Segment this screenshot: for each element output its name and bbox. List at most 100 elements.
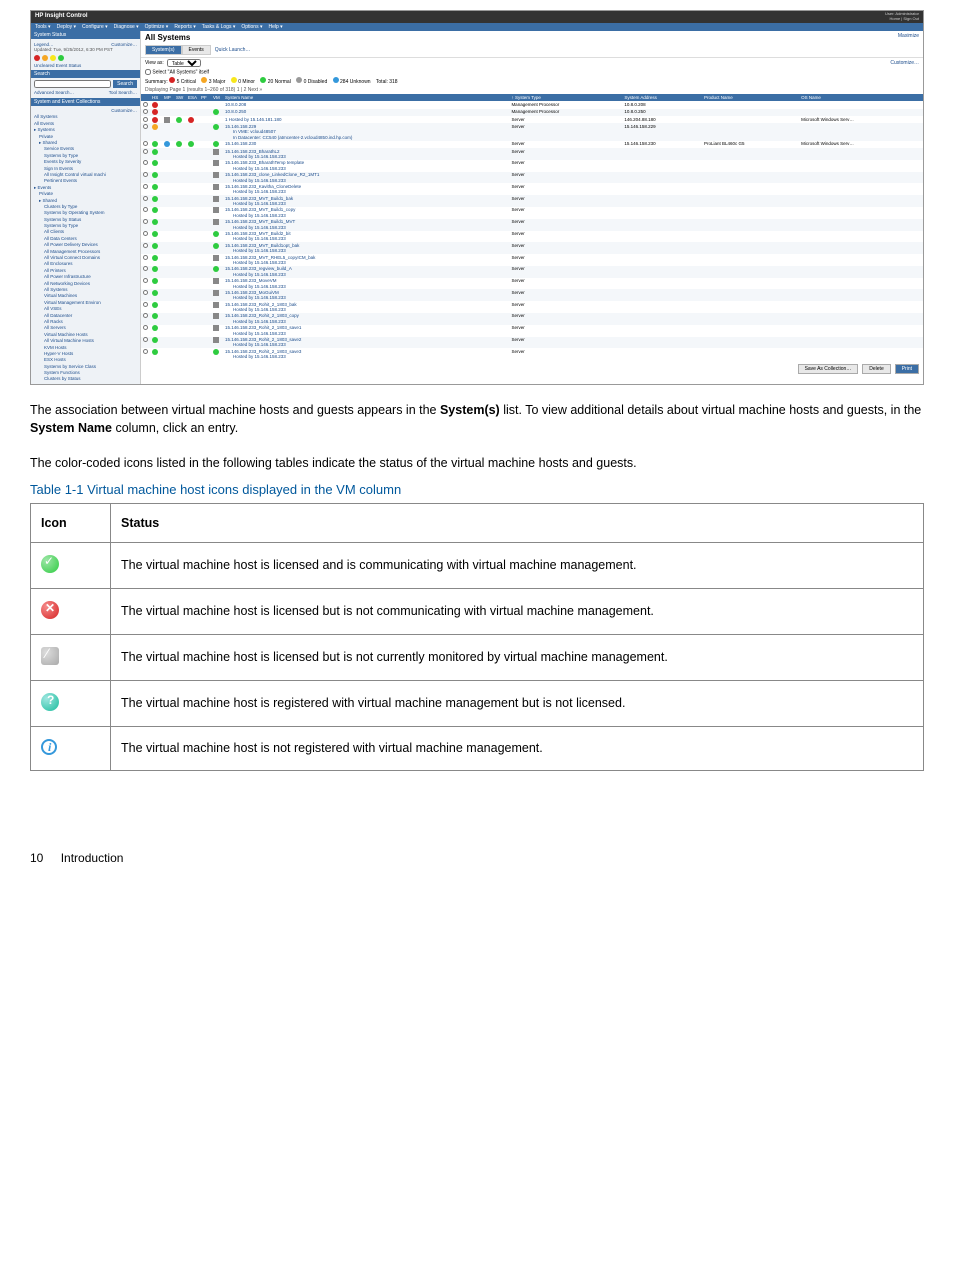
home-signout[interactable]: Home | Sign Out <box>890 16 920 21</box>
system-name-link[interactable]: 15.146.158.230 <box>225 141 256 146</box>
table-row[interactable]: 15.146.158.233_MVT_Build2_bitHosted by 1… <box>141 231 923 243</box>
print-button[interactable]: Print <box>895 364 919 374</box>
system-name-link[interactable]: 15.146.158.233_clone_LinkedClone_R2_1MT1 <box>225 172 319 177</box>
table-header[interactable]: HS <box>150 94 162 101</box>
row-checkbox[interactable] <box>143 160 148 165</box>
row-checkbox[interactable] <box>143 117 148 122</box>
table-row[interactable]: 15.146.158.233_Rohit_2_1803_save1Hosted … <box>141 325 923 337</box>
hosted-by[interactable]: Hosted by 15.146.158.233 <box>225 201 507 206</box>
system-name-link[interactable]: 10.8.0.250 <box>225 109 246 114</box>
row-checkbox[interactable] <box>143 102 148 107</box>
hosted-by[interactable]: Hosted by 15.146.158.233 <box>225 260 507 265</box>
hosted-by[interactable]: Hosted by 15.146.158.233 <box>225 319 507 324</box>
table-row[interactable]: 15.146.158.233_regview_build_AHosted by … <box>141 266 923 278</box>
menu-item[interactable]: Deploy ▾ <box>57 24 76 30</box>
menu-item[interactable]: Options ▾ <box>241 24 262 30</box>
table-row[interactable]: 15.146.158.233_Rohit_2_1803_save2Hosted … <box>141 337 923 349</box>
system-name-link[interactable]: 15.146.158.233_Rohit_2_1803_save3 <box>225 349 301 354</box>
select-all-checkbox[interactable] <box>145 69 151 75</box>
table-row[interactable]: 15.146.158.229In VME: vcloud48507In Data… <box>141 123 923 140</box>
system-name-link[interactable]: 15.146.158.233_Rohit_2_1803_bak <box>225 302 297 307</box>
paging-row[interactable]: Displaying Page 1 (results 1–260 of 318)… <box>141 86 923 94</box>
row-checkbox[interactable] <box>143 149 148 154</box>
row-checkbox[interactable] <box>143 184 148 189</box>
system-name-link[interactable]: 15.146.158.233_MVT_Build2_bit <box>225 231 291 236</box>
system-name-link[interactable]: 15.146.158.233_Rohit_2_1803_save1 <box>225 325 301 330</box>
hosted-by[interactable]: Hosted by 15.146.158.233 <box>225 295 507 300</box>
in-datacenter[interactable]: In Datacenter: CC540 (atmcenter-2.vcloud… <box>225 135 507 140</box>
system-name-link[interactable]: 15.146.158.233_Rohit_2_1803_save2 <box>225 337 301 342</box>
table-row[interactable]: 1 Hosted by 15.146.181.180Server146.204.… <box>141 116 923 123</box>
menu-item[interactable]: Tasks & Logs ▾ <box>202 24 236 30</box>
row-checkbox[interactable] <box>143 290 148 295</box>
hosted-by[interactable]: Hosted by 15.146.158.233 <box>225 248 507 253</box>
row-checkbox[interactable] <box>143 278 148 283</box>
system-name-link[interactable]: 15.146.158.233_Kavitha_CloneDelete <box>225 184 301 189</box>
system-name-link[interactable]: 1 Hosted by 15.146.181.180 <box>225 117 282 122</box>
table-header[interactable]: MP <box>162 94 174 101</box>
table-row[interactable]: 15.146.158.233_MVT_Build1_copyHosted by … <box>141 207 923 219</box>
adv-search-link[interactable]: Advanced Search… <box>34 89 74 95</box>
hosted-by[interactable]: Hosted by 15.146.158.233 <box>225 213 507 218</box>
hosted-by[interactable]: Hosted by 15.146.158.233 <box>225 342 507 347</box>
row-checkbox[interactable] <box>143 219 148 224</box>
table-row[interactable]: 15.146.158.233_MoGuiVMHosted by 15.146.1… <box>141 289 923 301</box>
row-checkbox[interactable] <box>143 196 148 201</box>
system-name-link[interactable]: 10.8.0.208 <box>225 102 246 107</box>
tree-item[interactable]: Clusters by Status <box>34 376 137 382</box>
hosted-by[interactable]: Hosted by 15.146.158.233 <box>225 166 507 171</box>
hosted-by[interactable]: Hosted by 15.146.158.233 <box>225 284 507 289</box>
tab-events[interactable]: Events <box>182 45 211 55</box>
main-customize-link[interactable]: Customize… <box>890 60 919 66</box>
system-name-link[interactable]: 15.146.158.233_Rohit_2_1803_copy <box>225 313 299 318</box>
system-name-link[interactable]: 15.146.158.233_MVT_Build1opt_bak <box>225 243 299 248</box>
system-name-link[interactable]: 15.146.158.233_MoveVM <box>225 278 277 283</box>
system-name-link[interactable]: 15.146.158.233_MVT_RHEL5_copyICM_bak <box>225 255 315 260</box>
maximize-link[interactable]: Maximize <box>898 33 919 39</box>
system-name-link[interactable]: 15.146.158.233_BharathL2 <box>225 149 280 154</box>
table-row[interactable]: 15.146.158.233_clone_LinkedClone_R2_1MT1… <box>141 172 923 184</box>
table-row[interactable]: 15.146.158.233_Rohit_2_1803_copyHosted b… <box>141 313 923 325</box>
table-row[interactable]: 15.146.158.233_BharathL2Hosted by 15.146… <box>141 148 923 160</box>
table-header[interactable]: SW <box>174 94 186 101</box>
table-header[interactable] <box>141 94 150 101</box>
table-header[interactable]: System Address <box>622 94 702 101</box>
menu-item[interactable]: Configure ▾ <box>82 24 108 30</box>
row-checkbox[interactable] <box>143 124 148 129</box>
menu-item[interactable]: Optimize ▾ <box>145 24 169 30</box>
table-header[interactable]: Product Name <box>702 94 799 101</box>
row-checkbox[interactable] <box>143 172 148 177</box>
table-header[interactable]: System Name <box>223 94 509 101</box>
system-name-link[interactable]: 15.146.158.233_regview_build_A <box>225 266 292 271</box>
system-name-link[interactable]: 15.146.158.233_BharathTemp template <box>225 160 304 165</box>
menu-item[interactable]: Diagnose ▾ <box>114 24 139 30</box>
hosted-by[interactable]: Hosted by 15.146.158.233 <box>225 225 507 230</box>
row-checkbox[interactable] <box>143 231 148 236</box>
table-row[interactable]: 15.146.158.233_Rohit_2_1803_save3Hosted … <box>141 348 923 360</box>
menu-item[interactable]: Tools ▾ <box>35 24 51 30</box>
row-checkbox[interactable] <box>143 266 148 271</box>
search-button[interactable]: Search <box>113 80 137 88</box>
table-row[interactable]: 15.146.158.233_MVT_Build1opt_bakHosted b… <box>141 242 923 254</box>
row-checkbox[interactable] <box>143 302 148 307</box>
table-header[interactable]: VM <box>211 94 223 101</box>
tool-search-link[interactable]: Tool Search… <box>109 89 137 95</box>
tab-systems[interactable]: System(s) <box>145 45 182 55</box>
system-name-link[interactable]: 15.146.158.233_MVT_Build1_MVT <box>225 219 295 224</box>
menu-item[interactable]: Help ▾ <box>269 24 283 30</box>
customize-link[interactable]: Customize… <box>111 41 137 47</box>
system-name-link[interactable]: 15.146.158.229 <box>225 124 256 129</box>
uncleared-text[interactable]: Uncleared Event Status <box>34 63 137 68</box>
hosted-by[interactable]: Hosted by 15.146.158.233 <box>225 236 507 241</box>
table-row[interactable]: 15.146.158.233_MoveVMHosted by 15.146.15… <box>141 278 923 290</box>
hosted-by[interactable]: Hosted by 15.146.158.233 <box>225 354 507 359</box>
table-header[interactable]: ↑ System Type <box>509 94 622 101</box>
table-row[interactable]: 15.146.158.233_MVT_Build1_bakHosted by 1… <box>141 195 923 207</box>
menu-item[interactable]: Reports ▾ <box>174 24 195 30</box>
quick-launch-link[interactable]: Quick Launch… <box>211 45 255 55</box>
row-checkbox[interactable] <box>143 337 148 342</box>
view-as-select[interactable]: Table <box>167 59 201 67</box>
table-row[interactable]: 10.8.0.250Management Processor10.8.0.250 <box>141 109 923 116</box>
save-as-collection-button[interactable]: Save As Collection… <box>798 364 859 374</box>
table-header[interactable]: ESA <box>186 94 199 101</box>
